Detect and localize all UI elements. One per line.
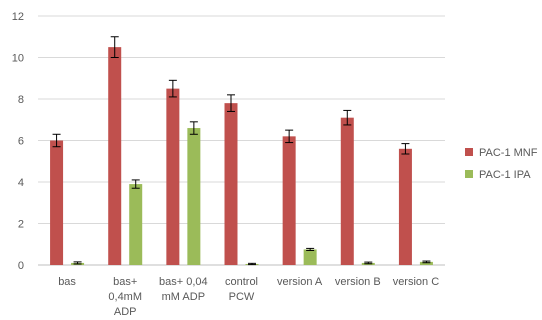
x-category-label-line: bas+ 0,04 — [159, 276, 208, 288]
x-category-label-line: mM ADP — [162, 291, 205, 303]
bar-pac-1-mnf-0 — [50, 140, 64, 265]
bar-pac-1-ipa-2 — [187, 128, 201, 265]
error-bar — [131, 179, 140, 189]
legend-swatch — [465, 148, 473, 156]
x-category-label-line: PCW — [229, 291, 255, 303]
error-bars — [52, 36, 431, 266]
x-category-label-line: version A — [277, 276, 323, 288]
legend: PAC-1 MNF PAC-1 IPA — [465, 147, 538, 181]
bar-pac-1-mnf-3 — [224, 103, 238, 266]
x-category-label-line: version B — [335, 276, 381, 288]
bar-pac-1-ipa-6 — [419, 261, 433, 265]
bar-pac-1-mnf-4 — [282, 136, 296, 265]
y-tick-label: 10 — [12, 53, 24, 65]
error-bar — [189, 121, 198, 135]
x-category-label-line: 0,4mM — [108, 291, 142, 303]
y-tick-label: 4 — [18, 177, 24, 189]
error-bar — [73, 261, 82, 265]
error-bar — [168, 79, 177, 98]
error-bar — [227, 94, 235, 112]
error-bar — [248, 262, 256, 266]
error-bar — [52, 133, 61, 148]
x-category-label: version A — [277, 276, 323, 288]
bar-pac-1-mnf-2 — [166, 88, 180, 265]
error-bar — [364, 261, 373, 265]
y-tick-label: 6 — [18, 136, 24, 148]
error-bar — [422, 260, 431, 264]
bar-pac-1-ipa-1 — [129, 184, 143, 265]
y-tick-label: 0 — [18, 260, 24, 272]
error-bar — [285, 129, 294, 144]
x-category-label: control PCW — [225, 276, 258, 303]
x-axis-category-labels: bas bas+ 0,4mM ADP bas+ 0,04 mM ADP control PCW… — [58, 276, 439, 318]
gridlines — [38, 15, 445, 266]
error-bar — [343, 109, 352, 126]
bar-pac-1-mnf-1 — [108, 47, 122, 265]
bar-pac-1-mnf-5 — [340, 117, 354, 265]
error-bar — [401, 143, 410, 155]
bar-pac-1-ipa-4 — [303, 249, 317, 265]
x-category-label-line: ADP — [114, 306, 137, 318]
error-bar — [110, 36, 119, 58]
x-category-label-line: version C — [393, 276, 440, 288]
x-category-label: version C — [393, 276, 440, 288]
y-axis-tick-labels: 0 2 4 6 8 10 12 — [12, 11, 24, 272]
legend-swatch — [465, 170, 473, 178]
y-tick-label: 2 — [18, 219, 24, 231]
bars — [50, 47, 433, 266]
legend-label: PAC-1 MNF — [479, 147, 538, 159]
bar-pac-1-mnf-6 — [398, 148, 412, 265]
x-category-label: version B — [335, 276, 381, 288]
x-category-label-line: bas — [58, 276, 76, 288]
x-category-label-line: bas+ — [113, 276, 137, 288]
error-bar — [306, 247, 315, 251]
x-category-label: bas+ 0,04 mM ADP — [159, 276, 208, 303]
legend-label: PAC-1 IPA — [479, 169, 531, 181]
y-tick-label: 8 — [18, 94, 24, 106]
x-category-label: bas+ 0,4mM ADP — [108, 276, 142, 318]
x-category-label-line: control — [225, 276, 258, 288]
y-tick-label: 12 — [12, 11, 24, 23]
x-category-label: bas — [58, 276, 76, 288]
